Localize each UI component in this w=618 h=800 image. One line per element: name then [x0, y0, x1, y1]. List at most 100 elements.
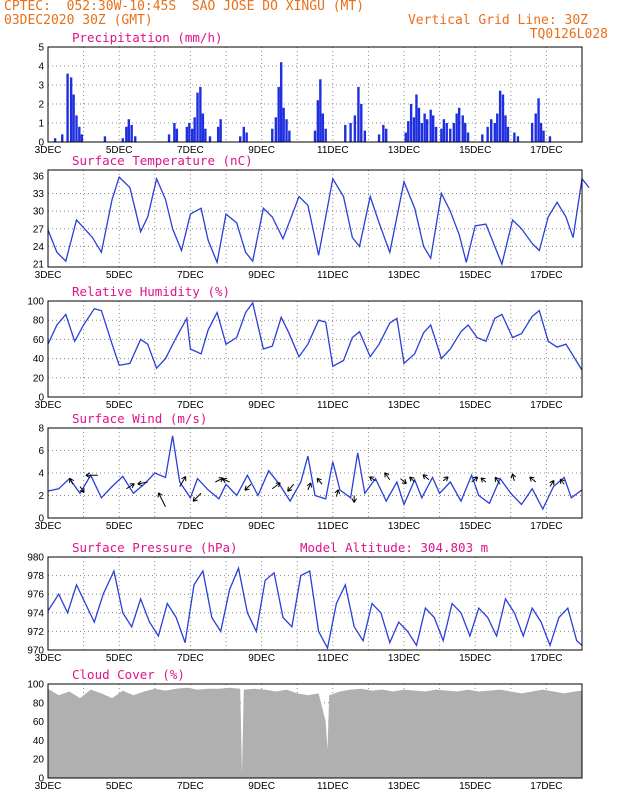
x-tick-label: 17DEC [530, 145, 562, 156]
precip-bar [185, 126, 189, 142]
panel-3: 0 2 4 6 8 3DEC 5DEC 7DEC 9DEC 11DEC 13DEC 15DEC 17DE… [35, 411, 583, 532]
precip-bar [239, 136, 242, 142]
y-tick-label: 40 [33, 354, 45, 365]
precip-bar [167, 134, 171, 142]
panel-title: Surface Wind (m/s) [72, 411, 207, 426]
wind-vector [400, 478, 407, 485]
x-tick-label: 7DEC [177, 653, 204, 664]
y-tick-label: 0 [38, 393, 44, 404]
x-tick-label: 9DEC [248, 653, 275, 664]
header-grid-note: Vertical Grid Line: 30Z [407, 13, 588, 28]
wind-vector [222, 477, 230, 484]
x-tick-label: 3DEC [35, 270, 62, 281]
precip-bar [493, 123, 496, 142]
x-tick-label: 5DEC [106, 400, 133, 411]
wind-vector [494, 476, 501, 485]
wind-vector [384, 472, 391, 481]
wind-vector [85, 472, 98, 479]
precip-bar [404, 132, 407, 142]
precip-bar [455, 113, 458, 142]
precip-bar [382, 124, 385, 142]
series-line [47, 435, 583, 511]
y-tick-label: 80 [33, 316, 45, 327]
precip-bar [274, 117, 278, 142]
y-tick-label: 100 [27, 297, 44, 308]
panel-title: Surface Pressure (hPa) [72, 540, 238, 555]
wind-vector [306, 482, 313, 491]
panel-title: Surface Temperature (nC) [72, 153, 253, 168]
precip-bar [193, 117, 196, 142]
precip-bar [316, 100, 320, 142]
precip-bar [486, 126, 489, 142]
precip-bar [377, 134, 381, 142]
wind-vector [559, 478, 565, 485]
wind-vector [271, 482, 281, 490]
panel-title: Precipitation (mm/h) [72, 30, 223, 45]
precip-bar [344, 124, 347, 142]
y-tick-label: 40 [33, 736, 45, 747]
wind-vector [192, 492, 202, 502]
x-tick-label: 15DEC [459, 521, 491, 532]
x-tick-label: 17DEC [530, 400, 562, 411]
precip-bar [173, 123, 176, 142]
precip-bar [530, 123, 534, 142]
precip-bar [434, 126, 438, 142]
wind-vector [179, 476, 187, 487]
precip-bar [440, 128, 443, 142]
series-line [47, 565, 583, 651]
y-tick-label: 80 [33, 698, 45, 709]
precip-bar [53, 138, 57, 142]
x-tick-label: 15DEC [459, 653, 491, 664]
precip-bar [490, 119, 493, 142]
y-tick-label: 36 [33, 171, 45, 182]
wind-vector [480, 477, 487, 483]
wind-vector [442, 476, 449, 482]
y-tick-label: 0 [38, 514, 44, 525]
precip-bar [516, 136, 520, 142]
series-line [47, 301, 583, 371]
x-tick-label: 11DEC [317, 270, 349, 281]
precip-bar [319, 79, 322, 142]
x-tick-label: 3DEC [35, 653, 62, 664]
panel-4: 970 972 974 976 978 980 3DEC 5DEC 7DEC 9DEC 11DEC 1… [27, 540, 583, 664]
y-tick-label: 20 [33, 755, 45, 766]
precip-bar [425, 119, 429, 142]
precip-bar [204, 128, 207, 142]
precip-bar [242, 126, 245, 142]
precip-bar [534, 113, 537, 142]
precip-bar [277, 86, 280, 142]
x-tick-label: 11DEC [317, 653, 349, 664]
wind-vector [510, 473, 517, 482]
precip-bar [385, 128, 388, 142]
x-tick-label: 7DEC [177, 781, 204, 792]
precip-bar [188, 123, 191, 142]
x-tick-label: 13DEC [388, 653, 420, 664]
precip-bar [125, 126, 128, 142]
precip-bar [496, 113, 499, 142]
y-tick-label: 27 [33, 224, 45, 235]
header-init-time: 03DEC2020 30Z (GMT) [4, 13, 153, 28]
precip-bar [175, 128, 179, 142]
y-tick-label: 5 [38, 43, 44, 54]
wind-vector [422, 474, 430, 481]
precip-bar [324, 128, 327, 142]
precip-bar [103, 136, 107, 142]
y-tick-label: 2 [38, 100, 44, 111]
precip-bar [282, 107, 285, 142]
wind-vector [334, 489, 341, 497]
x-tick-label: 3DEC [35, 400, 62, 411]
x-tick-label: 9DEC [248, 521, 275, 532]
precip-bar [457, 107, 461, 142]
precip-bar [127, 119, 131, 142]
x-tick-label: 13DEC [388, 521, 420, 532]
precip-bar [423, 113, 426, 142]
panel-0: 0 1 2 3 4 5 3DEC 5DEC 7DEC 9DEC 11DEC 13DEC 15DEC 17D… [35, 30, 583, 156]
precip-bar [429, 109, 432, 142]
header-code: TQ0126L028 [529, 27, 608, 42]
precip-bar [72, 94, 75, 142]
y-tick-label: 100 [27, 680, 44, 691]
x-tick-label: 9DEC [248, 781, 275, 792]
precip-bar [134, 136, 137, 142]
y-tick-label: 60 [33, 717, 45, 728]
wind-vector [137, 480, 148, 487]
